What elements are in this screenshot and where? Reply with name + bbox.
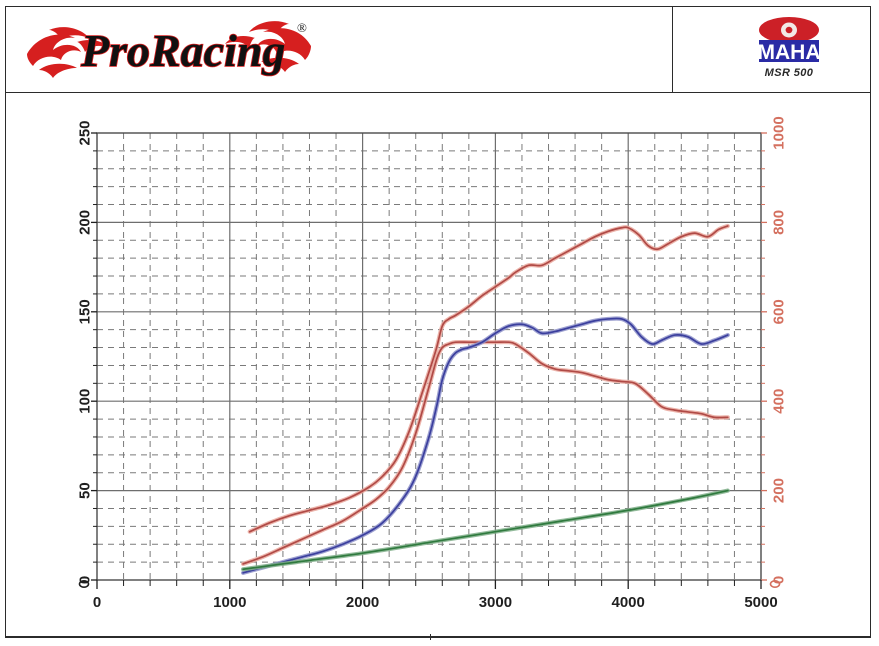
maha-model-label: MSR 500 [764,67,814,79]
y2-axis-tick-label: 200 [771,478,788,503]
proracing-wordmark: ProRacing [80,25,285,76]
y-axis-tick-label: 50 [77,482,94,499]
document-frame [5,6,871,637]
y2-axis-tick-label: 800 [771,210,788,235]
x-axis-tick-label: 1000 [213,594,246,611]
y-axis-tick-label: 200 [77,210,94,235]
x-axis-tick-label: 2000 [346,594,379,611]
report-header: ProRacing ® MAHA MSR 500 [5,6,871,93]
x-axis-tick-label: 0 [93,594,101,611]
dyno-chart-canvas: 0 50 100 150 200 250 0 200 400 600 800 1000 0 1000 200… [77,116,788,611]
series-group [240,223,730,575]
y-axis-tick-label: 150 [77,299,94,324]
y-axis-tick-label: 100 [77,389,94,414]
maha-eye-logo: MAHA [758,17,821,64]
footer-center-tick [430,634,431,640]
y-axis-tick-label: 250 [77,120,94,145]
y2-axis-tick-label: 600 [771,299,788,324]
maha-logo: MAHA MSR 500 [729,14,849,86]
series-line-torque [242,317,729,574]
y2-axis-tick-label: 1000 [771,116,788,149]
registered-trademark-icon: ® [297,20,307,35]
x-axis-tick-label: 3000 [479,594,512,611]
x-axis-tick-label: 5000 [744,594,777,611]
series-line-power-corrected [248,225,729,533]
maha-wordmark: MAHA [758,41,821,64]
footer-divider [5,637,871,638]
series-line-power-wheel [242,341,729,565]
series-line-drag-loss [242,489,729,571]
proracing-flame-logo: ProRacing [27,21,311,78]
header-vertical-divider [672,6,673,93]
y-axis-tick-label: 0 [77,576,94,584]
proracing-logo: ProRacing ® [19,12,319,86]
x-axis-tick-label: 4000 [612,594,645,611]
y2-axis-tick-label: 0 [771,576,788,584]
series-halo-power-corrected [247,223,730,534]
y2-axis-tick-label: 400 [771,389,788,414]
dyno-chart: 0 50 100 150 200 250 0 200 400 600 800 1000 0 1000 200… [5,93,871,637]
